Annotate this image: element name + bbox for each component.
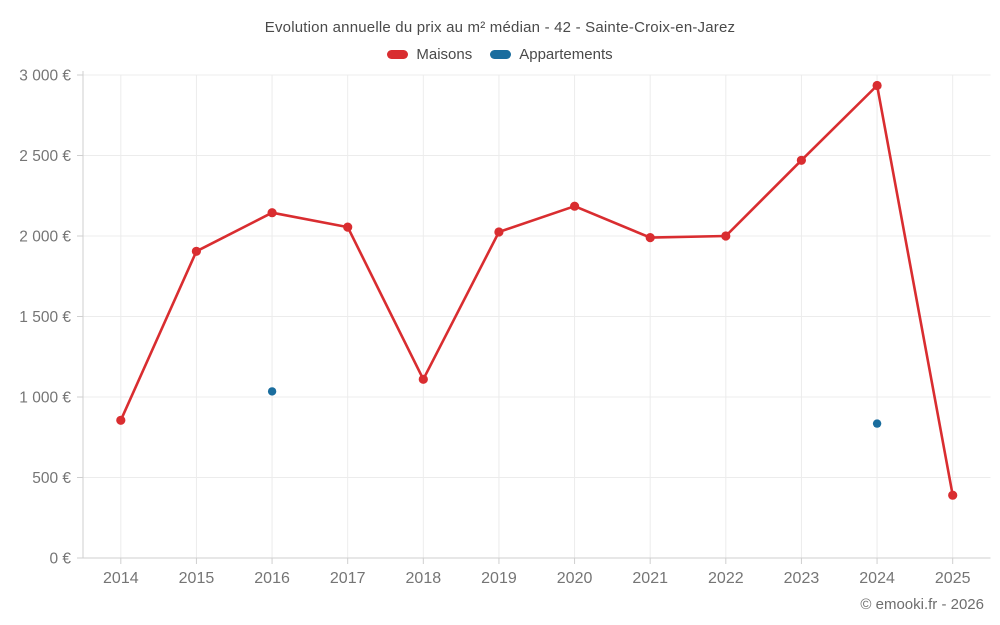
copyright-text: © emooki.fr - 2026	[860, 596, 984, 613]
chart-title: Evolution annuelle du prix au m² médian …	[264, 19, 736, 36]
legend-item-maisons[interactable]: Maisons	[387, 46, 472, 63]
maisons-data-point	[872, 80, 882, 91]
x-tick-label: 2016	[254, 570, 290, 587]
x-tick-label: 2019	[481, 570, 517, 587]
x-tick-label: 2021	[632, 570, 668, 587]
maisons-data-point	[721, 231, 731, 241]
maisons-data-point	[418, 374, 428, 384]
x-tick-label: 2022	[708, 570, 744, 587]
appartements-data-point	[267, 387, 277, 396]
maisons-line	[119, 84, 955, 497]
appartements-swatch-icon	[490, 50, 512, 59]
y-tick-label: 500 €	[32, 470, 71, 487]
x-tick-label: 2014	[103, 570, 139, 587]
maisons-data-point	[796, 155, 807, 165]
legend-label-appartements: Appartements	[519, 46, 613, 63]
maisons-data-point	[343, 222, 353, 232]
chart-legend: Maisons Appartements	[0, 46, 1000, 63]
x-tick-label: 2020	[557, 570, 593, 587]
maisons-data-point	[570, 201, 580, 211]
x-tick-label: 2025	[935, 570, 971, 587]
x-tick-label: 2015	[179, 570, 215, 587]
y-tick-label: 2 000 €	[19, 229, 71, 246]
y-tick-label: 0 €	[49, 551, 71, 568]
y-tick-label: 2 500 €	[19, 148, 71, 165]
maisons-data-point	[116, 415, 126, 425]
appartements-data-point	[872, 419, 882, 428]
y-tick-label: 1 500 €	[19, 309, 71, 326]
maisons-data-point	[494, 227, 504, 237]
maisons-data-point	[645, 233, 655, 243]
legend-label-maisons: Maisons	[416, 46, 473, 63]
x-tick-label: 2024	[859, 570, 895, 587]
x-tick-label: 2023	[784, 570, 820, 587]
x-tick-label: 2018	[406, 570, 442, 587]
y-tick-label: 3 000 €	[19, 68, 71, 85]
maisons-data-point	[948, 490, 958, 500]
maisons-data-point	[191, 246, 201, 256]
maisons-swatch-icon	[387, 50, 409, 59]
maisons-data-point	[267, 208, 277, 218]
legend-item-appartements[interactable]: Appartements	[490, 46, 613, 63]
x-tick-label: 2017	[330, 570, 366, 587]
y-tick-label: 1 000 €	[19, 390, 71, 407]
